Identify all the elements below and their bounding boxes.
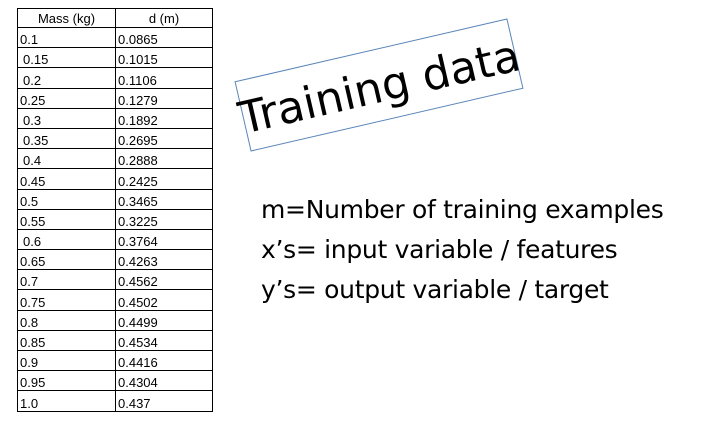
distance-cell: 0.1106 xyxy=(115,67,213,89)
definitions-list: m=Number of training examples x’s= input… xyxy=(261,190,716,310)
mass-cell: 0.75 xyxy=(17,289,116,311)
table-row: 0.5 0.3465 xyxy=(17,188,213,210)
training-data-table: Mass (kg) d (m) 0.1 0.0865 0.15 0.1015 0.2 0.… xyxy=(17,8,213,412)
table-row: 0.8 0.4499 xyxy=(17,309,213,331)
mass-cell: 0.45 xyxy=(17,168,116,190)
distance-cell: 0.437 xyxy=(115,390,213,412)
distance-cell: 0.4263 xyxy=(115,249,213,271)
mass-cell: 0.55 xyxy=(17,208,116,230)
table-row: 0.7 0.4562 xyxy=(17,269,213,291)
table-row: 0.35 0.2695 xyxy=(17,127,213,150)
distance-cell: 0.2888 xyxy=(115,148,213,170)
mass-cell: 0.35 xyxy=(17,127,116,150)
mass-cell: 0.95 xyxy=(17,370,116,392)
mass-cell: 0.5 xyxy=(17,188,116,210)
mass-cell: 0.15 xyxy=(17,47,116,69)
table-row: 0.65 0.4263 xyxy=(17,249,213,271)
distance-cell: 0.3764 xyxy=(115,228,213,251)
distance-cell: 0.2425 xyxy=(115,168,213,190)
definition-x: x’s= input variable / features xyxy=(261,235,618,264)
table-row: 0.4 0.2888 xyxy=(17,148,213,170)
table-row: 0.6 0.3764 xyxy=(17,228,213,251)
distance-cell: 0.4502 xyxy=(115,289,213,311)
table-row: 0.2 0.1106 xyxy=(17,67,213,89)
distance-cell: 0.4499 xyxy=(115,309,213,331)
mass-column-header: Mass (kg) xyxy=(17,8,116,28)
mass-cell: 0.3 xyxy=(17,107,116,129)
distance-cell: 0.0865 xyxy=(115,26,213,49)
distance-column-header: d (m) xyxy=(115,8,213,28)
table-row: 0.15 0.1015 xyxy=(17,47,213,69)
table-row: 0.3 0.1892 xyxy=(17,107,213,129)
distance-cell: 0.2695 xyxy=(115,127,213,150)
distance-cell: 0.1279 xyxy=(115,87,213,109)
distance-cell: 0.4304 xyxy=(115,370,213,392)
table-row: 0.75 0.4502 xyxy=(17,289,213,311)
mass-cell: 0.65 xyxy=(17,249,116,271)
table-row: 0.95 0.4304 xyxy=(17,370,213,392)
mass-cell: 0.25 xyxy=(17,87,116,109)
mass-cell: 0.2 xyxy=(17,67,116,89)
mass-cell: 0.1 xyxy=(17,26,116,49)
mass-cell: 0.8 xyxy=(17,309,116,331)
table-body: 0.1 0.0865 0.15 0.1015 0.2 0.1106 0.25 0.1279 0.… xyxy=(17,26,213,412)
table-row: 0.25 0.1279 xyxy=(17,87,213,109)
table-row: 0.45 0.2425 xyxy=(17,168,213,190)
mass-cell: 0.7 xyxy=(17,269,116,291)
table-row: 0.55 0.3225 xyxy=(17,208,213,230)
title-text: Training data xyxy=(234,30,525,145)
distance-cell: 0.3225 xyxy=(115,208,213,230)
distance-cell: 0.4416 xyxy=(115,349,213,372)
title-box: Training data xyxy=(234,18,525,152)
distance-cell: 0.4534 xyxy=(115,329,213,352)
mass-cell: 0.4 xyxy=(17,148,116,170)
table-row: 0.9 0.4416 xyxy=(17,349,213,372)
distance-cell: 0.1892 xyxy=(115,107,213,129)
table-row: 0.85 0.4534 xyxy=(17,329,213,352)
table-header-row: Mass (kg) d (m) xyxy=(17,8,213,28)
mass-cell: 0.6 xyxy=(17,228,116,251)
table-row: 0.1 0.0865 xyxy=(17,26,213,49)
mass-cell: 1.0 xyxy=(17,390,116,412)
distance-cell: 0.4562 xyxy=(115,269,213,291)
mass-cell: 0.9 xyxy=(17,349,116,372)
definition-m: m=Number of training examples xyxy=(261,195,664,224)
mass-cell: 0.85 xyxy=(17,329,116,352)
distance-cell: 0.1015 xyxy=(115,47,213,69)
definition-y: y’s= output variable / target xyxy=(261,275,609,304)
distance-cell: 0.3465 xyxy=(115,188,213,210)
table-row: 1.0 0.437 xyxy=(17,390,213,412)
